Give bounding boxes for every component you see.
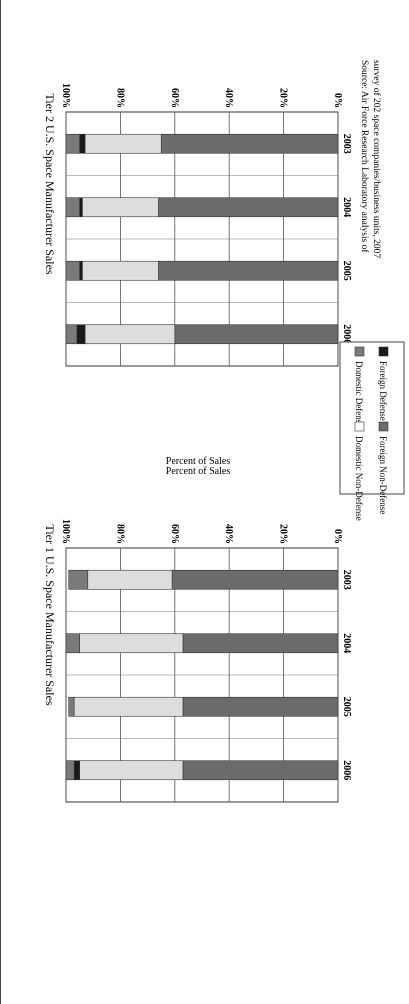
- y-tick-label: 100%: [60, 519, 71, 544]
- bar-segment: [65, 633, 80, 654]
- source-note: Source: Air Force Research Laboratory an…: [359, 60, 382, 258]
- y-tick-label: 80%: [114, 524, 125, 544]
- legend: Domestic Defense Domestic Non-Defense Fo…: [339, 341, 405, 521]
- bars: [65, 569, 339, 781]
- legend-label: Domestic Defense: [354, 361, 364, 427]
- y-tick-labels: 0% 20% 40% 60% 80% 100%: [60, 83, 343, 108]
- x-tick-label: 2003: [341, 134, 352, 154]
- y-tick-label: 40%: [223, 88, 234, 108]
- x-tick-labels: 2003 2004 2005 2006: [341, 134, 352, 345]
- bar-segment: [79, 760, 184, 781]
- gridlines: [65, 111, 339, 367]
- y-axis-label: Percent of Sales: [166, 456, 231, 467]
- bar-segment: [158, 197, 339, 218]
- bar-segment: [79, 260, 83, 281]
- legend-label: Foreign Defense: [378, 361, 388, 421]
- bar-segment: [158, 260, 339, 281]
- y-tick-label: 40%: [223, 524, 234, 544]
- legend-label: Domestic Non-Defense: [354, 436, 364, 521]
- bar-segment: [76, 324, 86, 345]
- bar-segment: [174, 324, 339, 345]
- x-tick-label: 2004: [341, 633, 352, 653]
- y-tick-label: 80%: [114, 88, 125, 108]
- legend-item-domestic-defense: Domestic Defense: [354, 346, 365, 427]
- bar-segment: [84, 324, 176, 345]
- x-tick-label: 2006: [341, 760, 352, 780]
- bar-segment: [160, 133, 339, 154]
- x-tick-label: 2006: [341, 324, 352, 344]
- bar-segment: [65, 324, 78, 345]
- legend-item-foreign-non-defense: Foreign Non-Defense: [378, 421, 389, 514]
- chart-title: Tier 1 U.S. Space Manufacturer Sales: [43, 524, 57, 706]
- bar-segment: [79, 133, 86, 154]
- legend-swatch: [378, 421, 389, 432]
- legend-swatch: [354, 346, 365, 357]
- bar-segment: [84, 133, 162, 154]
- bar-segment: [79, 633, 184, 654]
- bar-segment: [68, 696, 75, 717]
- x-tick-label: 2003: [341, 570, 352, 590]
- gridlines: [65, 547, 339, 803]
- source-line-2: survey of 202 space companies/business u…: [371, 60, 382, 258]
- bar-segment: [182, 696, 339, 717]
- x-tick-label: 2005: [341, 261, 352, 281]
- bar-segment: [73, 760, 80, 781]
- bar-segment: [87, 569, 173, 590]
- legend-swatch: [354, 421, 365, 432]
- bars: [65, 133, 339, 345]
- x-tick-label: 2004: [341, 197, 352, 217]
- bar-segment: [68, 569, 89, 590]
- y-tick-label: 0%: [332, 93, 343, 108]
- y-axis-label: Percent of Sales: [166, 466, 231, 477]
- bar-segment: [73, 696, 184, 717]
- y-tick-label: 20%: [278, 524, 289, 544]
- x-tick-labels: 2003 2004 2005 2006: [341, 570, 352, 781]
- bar-segment: [171, 569, 339, 590]
- bar-segment: [79, 197, 83, 218]
- y-tick-labels: 0% 20% 40% 60% 80% 100%: [60, 519, 343, 544]
- legend-label: Foreign Non-Defense: [378, 436, 388, 514]
- y-tick-label: 0%: [332, 529, 343, 544]
- bar-segment: [65, 260, 80, 281]
- legend-item-foreign-defense: Foreign Defense: [378, 346, 389, 421]
- bar-segment: [65, 760, 75, 781]
- bar-segment: [182, 760, 339, 781]
- tier2-chart: Tier 2 U.S. Space Manufacturer Sales Per…: [43, 83, 352, 467]
- legend-box: [339, 341, 405, 495]
- legend-swatch: [378, 346, 389, 357]
- bar-segment: [82, 197, 159, 218]
- chart-title: Tier 2 U.S. Space Manufacturer Sales: [43, 93, 57, 275]
- bar-segment: [65, 197, 80, 218]
- bar-segment: [182, 633, 339, 654]
- y-tick-label: 60%: [169, 524, 180, 544]
- y-tick-label: 100%: [60, 83, 71, 108]
- legend-item-domestic-non-defense: Domestic Non-Defense: [354, 421, 365, 521]
- bar-segment: [65, 133, 80, 154]
- y-tick-label: 20%: [278, 88, 289, 108]
- source-line-1: Source: Air Force Research Laboratory an…: [359, 60, 370, 253]
- bar-segment: [82, 260, 159, 281]
- x-tick-label: 2005: [341, 697, 352, 717]
- tier1-chart: Tier 1 U.S. Space Manufacturer Sales Per…: [43, 466, 352, 803]
- y-tick-label: 60%: [169, 88, 180, 108]
